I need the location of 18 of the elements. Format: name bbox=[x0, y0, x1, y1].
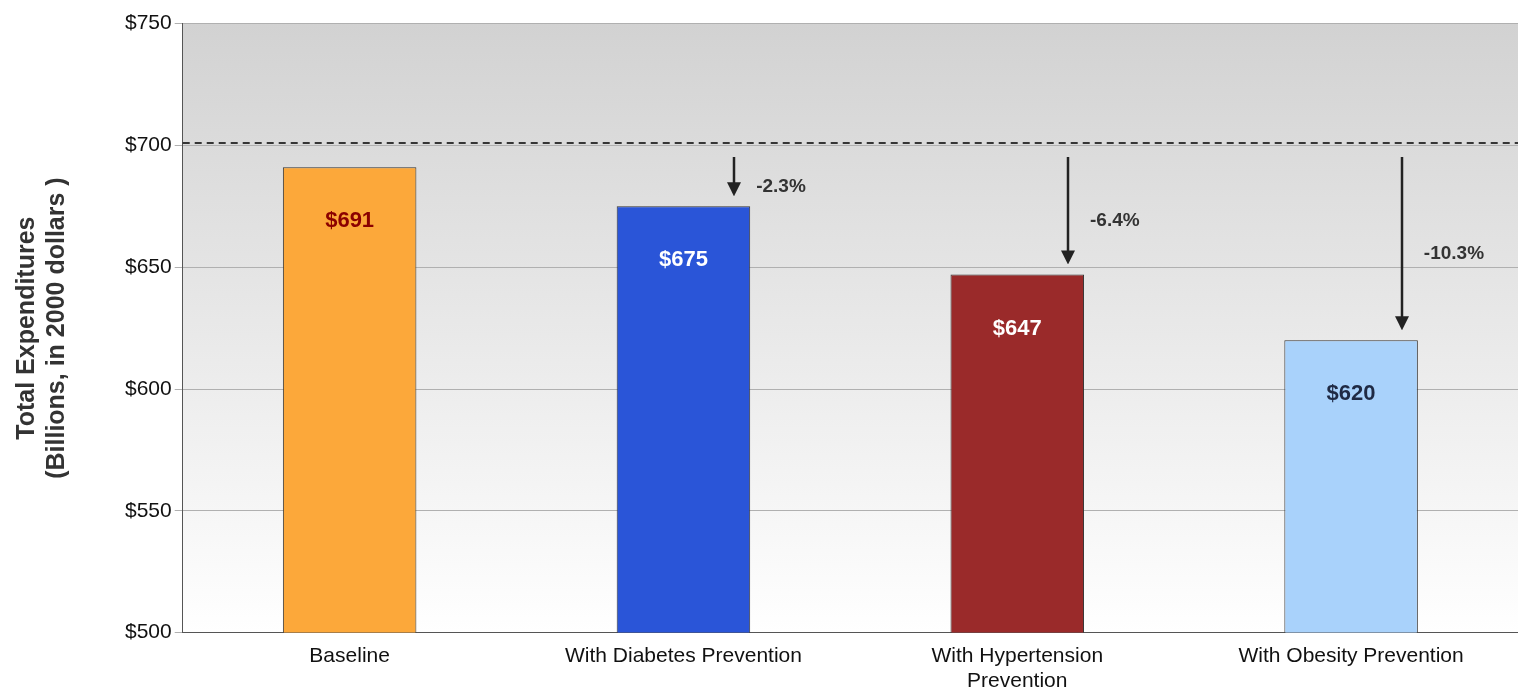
annotation: -6.4% bbox=[1090, 208, 1140, 230]
data-label: $647 bbox=[992, 314, 1042, 340]
data-label: $675 bbox=[658, 246, 708, 272]
y-tick-label: $750 bbox=[125, 10, 172, 34]
x-tick-label: Baseline bbox=[309, 643, 390, 666]
annotation: -10.3% bbox=[1423, 241, 1485, 263]
x-tick-label: With Diabetes Prevention bbox=[564, 643, 802, 666]
x-tick-label: With Obesity Prevention bbox=[1238, 643, 1464, 666]
data-label: $620 bbox=[1326, 380, 1376, 406]
y-tick-label: $650 bbox=[125, 254, 172, 277]
x-tick-label: With Hypertension Prevention bbox=[931, 643, 1104, 692]
data-label: $691 bbox=[325, 207, 375, 233]
y-tick-label: $600 bbox=[125, 375, 172, 399]
y-tick-label: $700 bbox=[125, 132, 172, 156]
y-tick-label: $500 bbox=[125, 619, 172, 643]
y-axis-title: Total Expenditures (Billions, in 2000 dollars ) bbox=[10, 177, 69, 479]
annotation: -2.3% bbox=[756, 174, 806, 196]
y-tick-label: $550 bbox=[125, 497, 172, 521]
